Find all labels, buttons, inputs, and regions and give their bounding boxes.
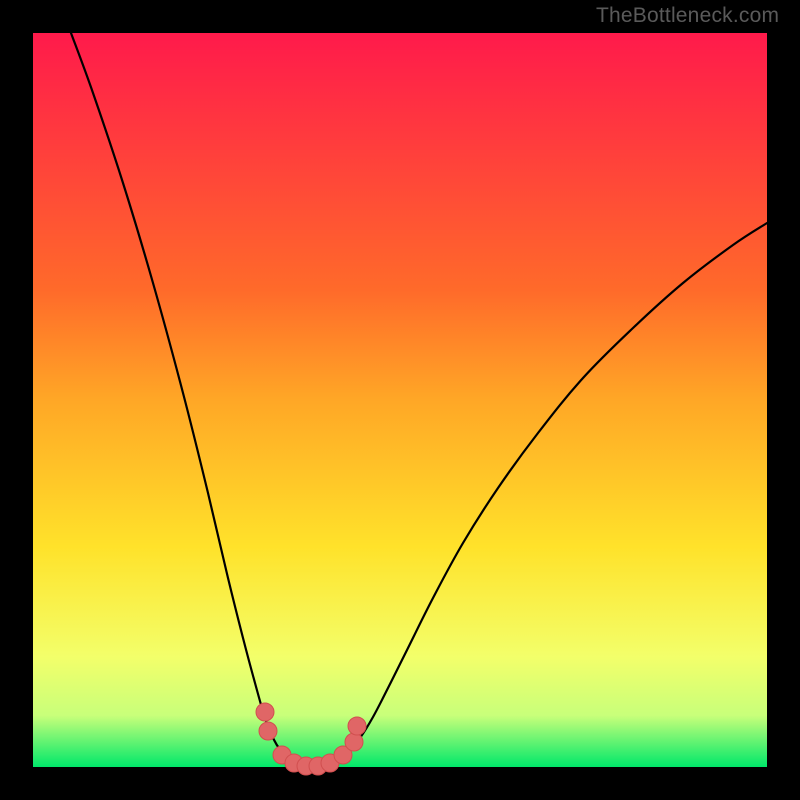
chart-frame: TheBottleneck.com [0,0,800,800]
curve-layer [33,33,767,767]
watermark-text: TheBottleneck.com [596,4,779,28]
marker-point [348,717,366,735]
marker-point [256,703,274,721]
marker-point [345,733,363,751]
plot-area [33,33,767,767]
marker-point [259,722,277,740]
bottleneck-curve [71,33,767,767]
